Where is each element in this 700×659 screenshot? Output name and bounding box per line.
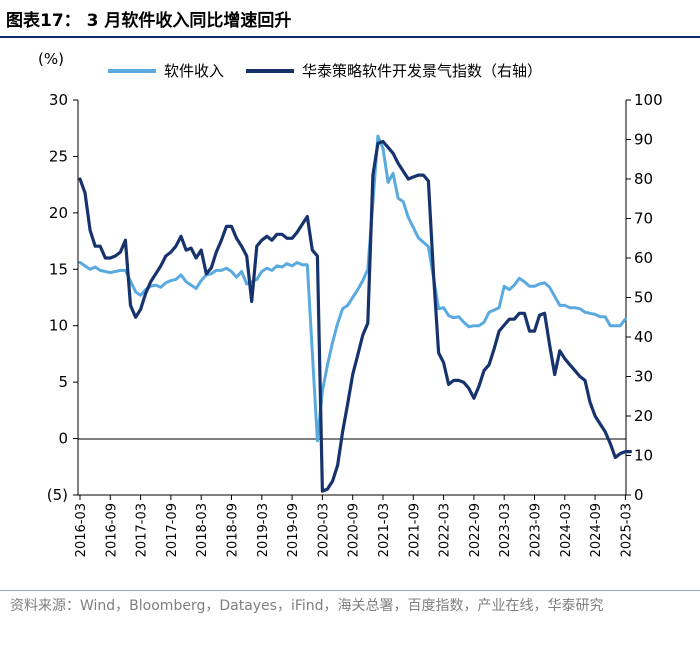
series-line-index [78,139,633,493]
right-tick-label: 70 [634,210,653,228]
x-tick-label: 2018-09 [226,503,241,557]
left-axis-unit: (%) [38,50,64,68]
x-tick-label: 2019-03 [256,503,271,557]
left-tick-label: 25 [49,147,68,165]
right-tick-label: 100 [634,91,663,109]
right-tick-label: 90 [634,131,653,149]
legend-label-index: 华泰策略软件开发景气指数（右轴） [302,62,543,80]
right-tick-label: 0 [634,486,644,504]
x-tick-label: 2018-03 [195,503,210,557]
left-tick-label: 0 [58,430,68,448]
x-tick-label: 2023-03 [498,503,513,557]
chart-legend: 软件收入 华泰策略软件开发景气指数（右轴） [108,60,564,81]
x-tick-label: 2021-03 [377,503,392,557]
source-note: 资料来源：Wind，Bloomberg，Datayes，iFind，海关总署，百… [10,598,604,614]
line-chart: (5) 0 5 10 15 20 25 30 0 10 20 30 40 50 60 70 80 90 100 2… [47,91,663,557]
left-tick-label: (5) [47,486,68,504]
left-tick-label: 15 [49,260,68,278]
x-tick-label: 2023-09 [529,503,544,557]
right-tick-label: 50 [634,289,653,307]
right-tick-label: 10 [634,447,653,465]
title-divider [0,36,700,38]
legend-swatch-index [246,68,295,73]
left-tick-label: 30 [49,91,68,109]
x-axis: 2016-03 2016-09 2017-03 2017-09 2018-03 2018-… [74,495,634,557]
right-tick-label: 80 [634,170,653,188]
x-tick-label: 2019-09 [286,503,301,557]
x-tick-label: 2024-09 [589,503,604,557]
legend-item-index: 华泰策略软件开发景气指数（右轴） [246,60,542,81]
left-tick-label: 5 [58,373,68,391]
left-tick-label: 20 [49,204,68,222]
left-axis: (5) 0 5 10 15 20 25 30 [47,91,78,504]
x-tick-label: 2016-09 [104,503,119,557]
legend-label-revenue: 软件收入 [164,62,225,80]
series-layer [78,134,633,493]
x-tick-label: 2024-03 [559,503,574,557]
series-line-revenue [78,134,627,443]
chart-title: 图表17： 3 月软件收入同比增速回升 [6,11,292,31]
x-tick-label: 2025-03 [619,503,634,557]
x-tick-label: 2017-03 [135,503,150,557]
x-tick-label: 2017-09 [165,503,180,557]
right-axis: 0 10 20 30 40 50 60 70 80 90 100 [626,91,663,504]
x-tick-label: 2016-03 [74,503,89,557]
x-tick-label: 2020-03 [316,503,331,557]
x-tick-label: 2020-09 [347,503,362,557]
x-tick-label: 2022-03 [438,503,453,557]
right-tick-label: 40 [634,328,653,346]
x-tick-label: 2021-09 [407,503,422,557]
source-divider [0,590,700,591]
right-tick-label: 20 [634,407,653,425]
right-tick-label: 60 [634,249,653,267]
legend-swatch-revenue [108,68,156,73]
x-tick-label: 2022-09 [468,503,483,557]
right-tick-label: 30 [634,368,653,386]
left-tick-label: 10 [49,317,68,335]
legend-item-revenue: 软件收入 [108,60,224,81]
